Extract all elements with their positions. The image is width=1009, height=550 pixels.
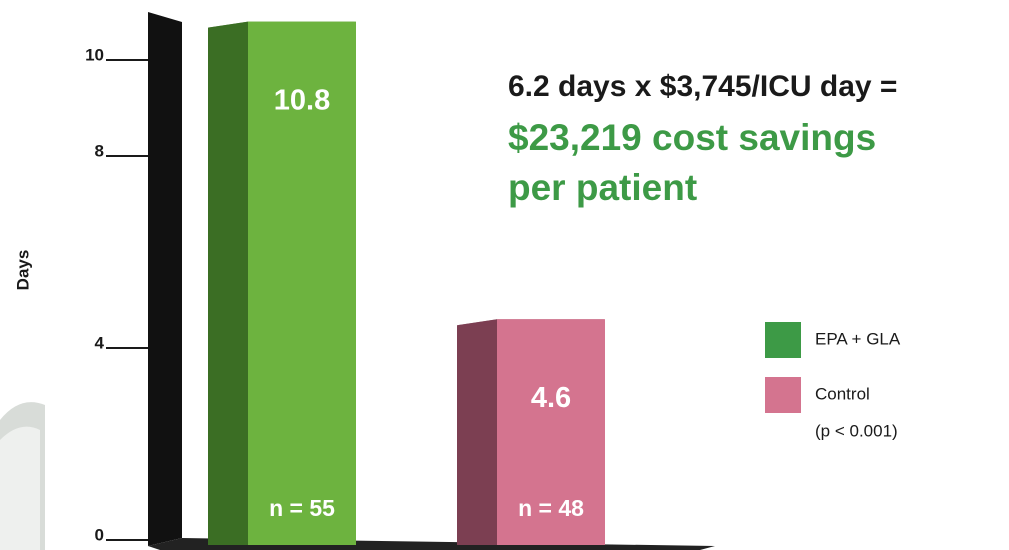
y-tick-label: 0 — [95, 525, 104, 544]
legend-label: EPA + GLA — [815, 329, 901, 348]
bar-side — [457, 319, 497, 545]
y-tick-label: 8 — [95, 141, 104, 160]
legend-label: Control — [815, 384, 870, 403]
y-tick-label: 4 — [95, 333, 105, 352]
annotation: (p < 0.001) — [815, 421, 898, 440]
subtitle: $23,219 cost savings — [508, 117, 876, 158]
sample-label: n = 48 — [518, 495, 584, 521]
value-label: 4.6 — [531, 382, 571, 414]
legend-swatch — [765, 322, 801, 358]
sample-label: n = 55 — [269, 495, 335, 521]
legend-swatch — [765, 377, 801, 413]
bar-side — [208, 22, 248, 545]
subtitle: per patient — [508, 167, 697, 208]
chart: 6.2 days x $3,745/ICU day = $23,219 cost… — [0, 0, 1009, 550]
y-axis-label: Days — [13, 250, 32, 291]
y-tick-label: 10 — [85, 45, 104, 64]
value-label: 10.8 — [274, 84, 330, 116]
back-wall — [148, 12, 182, 546]
product-image-highlight — [0, 427, 40, 550]
title: 6.2 days x $3,745/ICU day = — [508, 70, 897, 103]
